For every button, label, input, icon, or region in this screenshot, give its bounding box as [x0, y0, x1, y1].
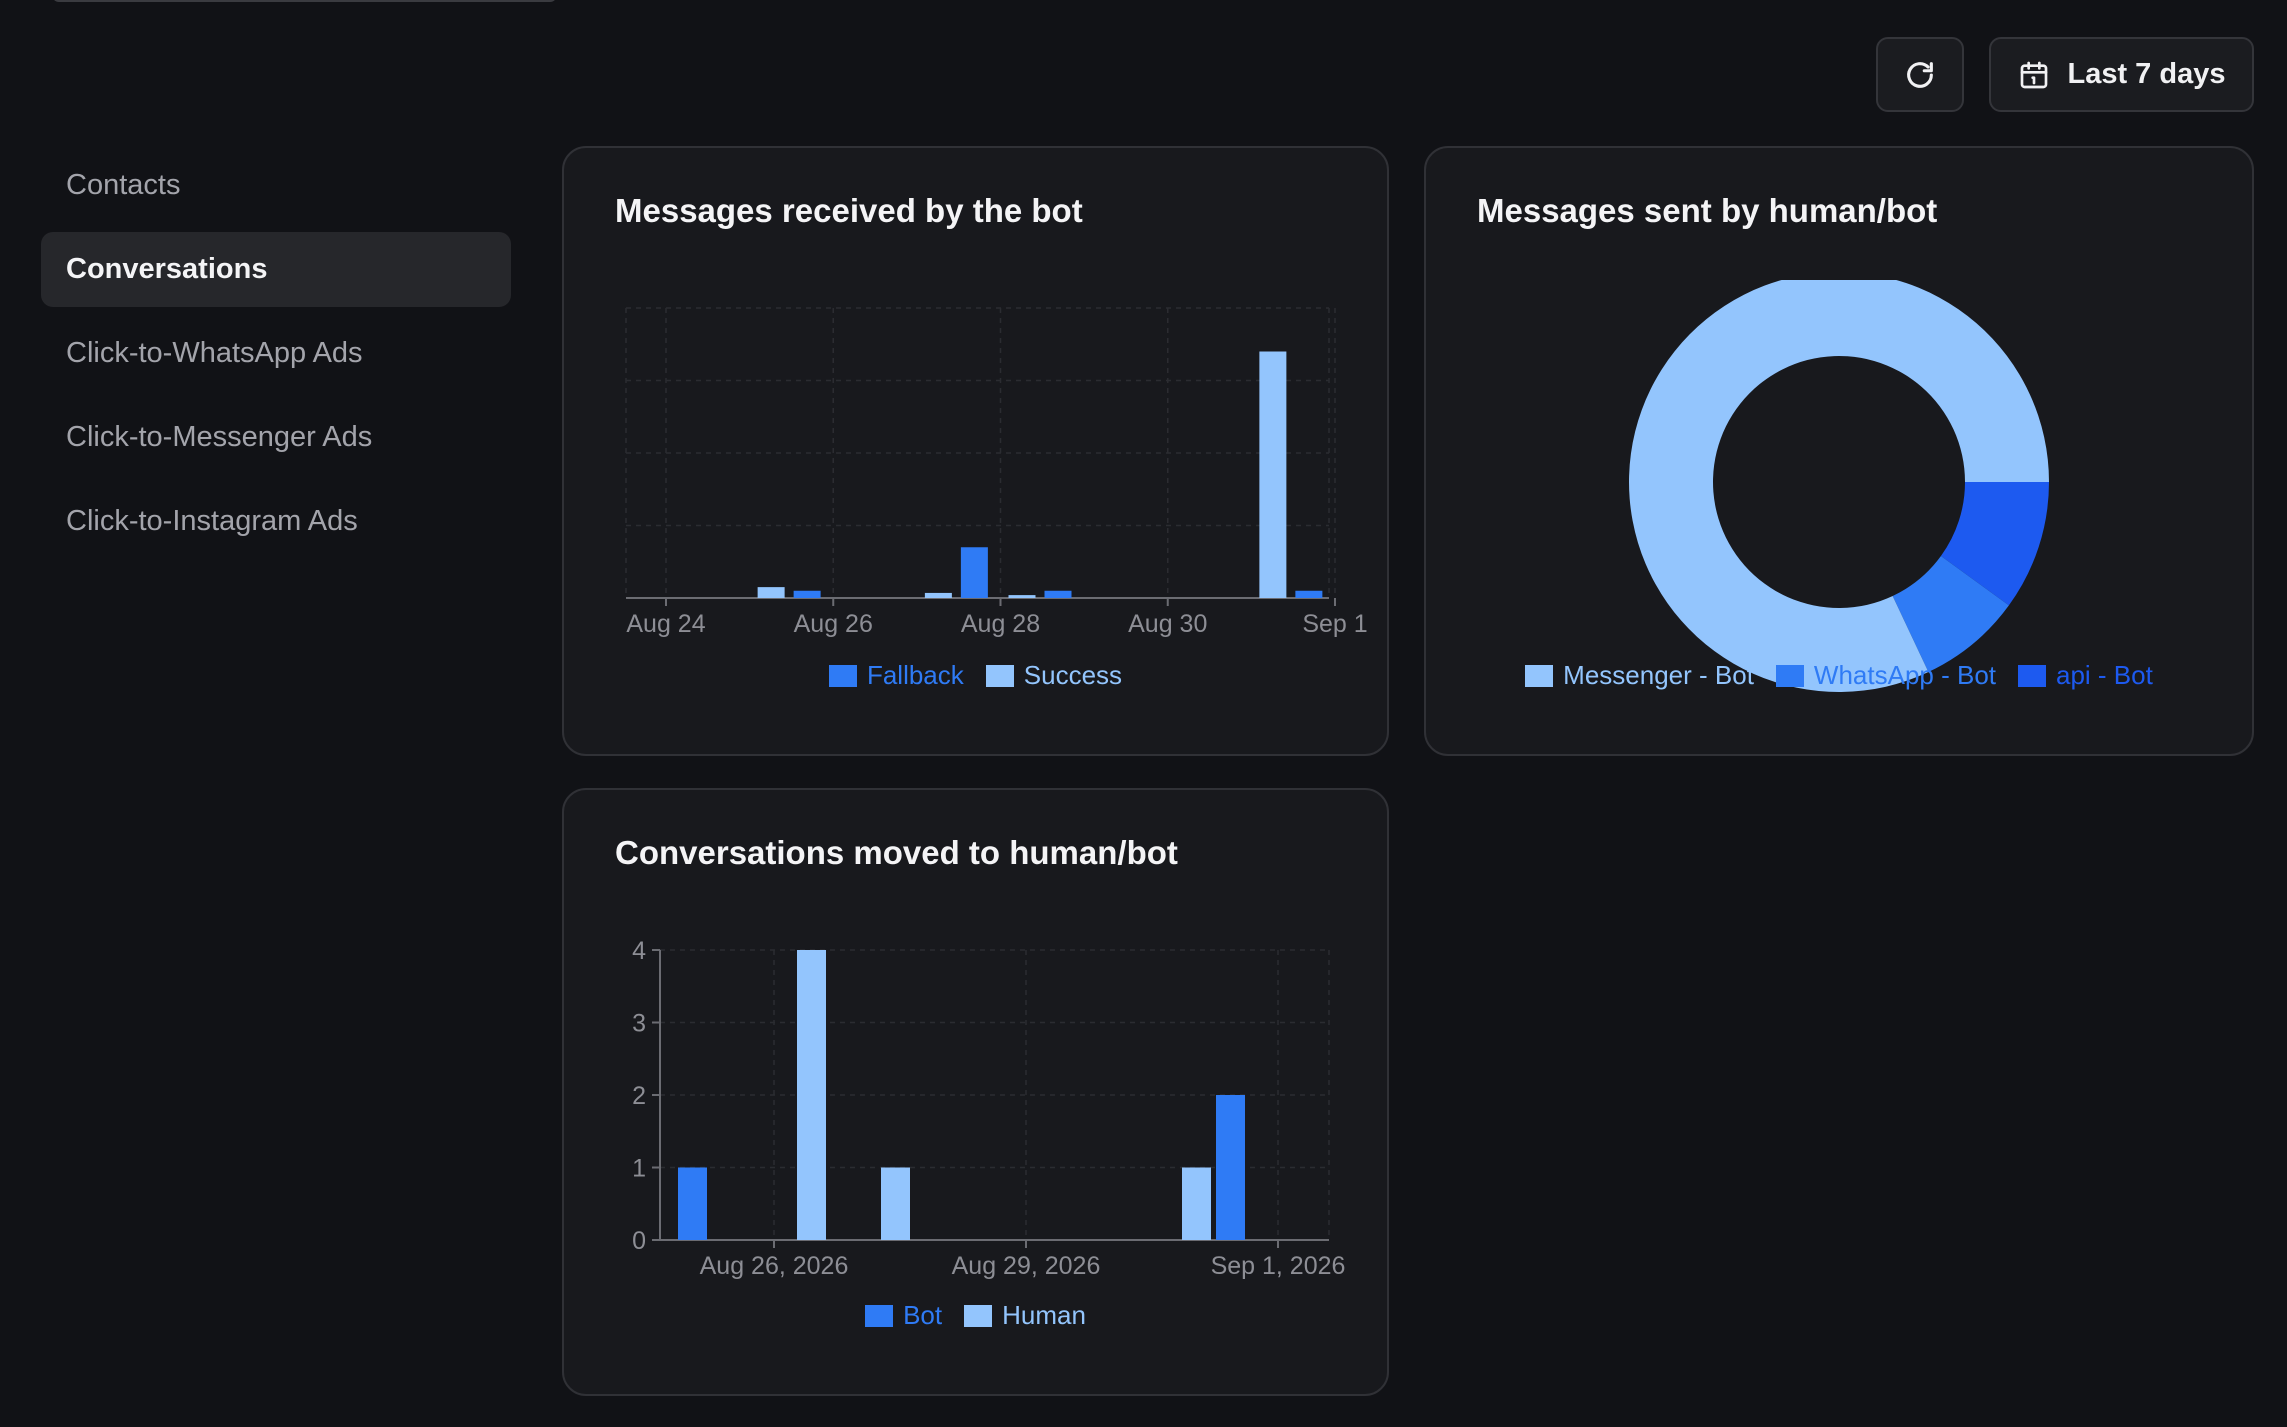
legend-item-fallback[interactable]: Fallback — [828, 660, 964, 691]
legend-swatch — [2018, 664, 2046, 687]
x-tick-label: Sep 1, 2026 — [1211, 1252, 1346, 1280]
x-tick-label: Aug 26 — [794, 610, 873, 638]
legend-label: api - Bot — [2056, 660, 2153, 690]
bar-human — [881, 1167, 910, 1240]
legend-item-messenger-bot[interactable]: Messenger - Bot — [1525, 660, 1754, 691]
messages-sent-donut-chart — [1624, 267, 2054, 692]
date-range-button[interactable]: Last 7 days — [1989, 37, 2254, 112]
top-search-field-edge[interactable] — [52, 0, 557, 2]
donut-slice-api-bot — [1940, 482, 2049, 606]
legend-item-bot[interactable]: Bot — [865, 1300, 942, 1331]
legend-swatch — [865, 1304, 894, 1327]
bar-success — [924, 592, 952, 598]
legend-swatch — [985, 664, 1014, 687]
sidebar-item-click-to-instagram-ads[interactable]: Click-to-Instagram Ads — [66, 505, 358, 537]
y-tick-label: 1 — [632, 1155, 646, 1183]
legend-label: Bot — [903, 1300, 943, 1330]
sidebar-item-click-to-messenger-ads[interactable]: Click-to-Messenger Ads — [66, 421, 373, 453]
x-tick-label: Aug 30 — [1128, 610, 1207, 638]
sidebar-item-click-to-whatsapp-ads[interactable]: Click-to-WhatsApp Ads — [66, 337, 363, 369]
conversations-moved-chart: 0 1 2 3 4 Aug 26, 2026 Aug 29, 2026 Sep 1, 2026 — [632, 937, 1346, 1280]
y-tick-label: 4 — [632, 937, 646, 965]
legend-swatch — [964, 1304, 993, 1327]
bar-success — [1008, 595, 1036, 598]
x-tick-label: Aug 28 — [961, 610, 1040, 638]
messages-sent-card: Messages sent by human/bot Messenger - B… — [1424, 146, 2254, 756]
legend-item-human[interactable]: Human — [964, 1300, 1086, 1331]
bar-fallback — [1295, 590, 1323, 598]
donut-clip-mask — [1624, 267, 2054, 280]
bar-human — [797, 950, 826, 1240]
sidebar-item-conversations[interactable]: Conversations — [41, 232, 511, 307]
messages-received-card: Messages received by the bot Aug 24 Aug 2… — [562, 146, 1389, 756]
calendar-icon — [2018, 59, 2050, 91]
chart-legend: Bot Human — [564, 1300, 1387, 1331]
bar-human — [1182, 1167, 1211, 1240]
legend-label: Human — [1002, 1300, 1086, 1330]
x-tick-label: Sep 1 — [1302, 610, 1367, 638]
legend-swatch — [828, 664, 857, 687]
bar-success — [1259, 351, 1287, 598]
bar-bot — [678, 1167, 707, 1240]
legend-label: Success — [1023, 660, 1123, 690]
donut-slice-messenger-bot — [1629, 272, 2049, 692]
legend-item-whatsapp-bot[interactable]: WhatsApp - Bot — [1775, 660, 1996, 691]
y-tick-label: 2 — [632, 1082, 646, 1110]
chart-title: Conversations moved to human/bot — [615, 834, 1178, 871]
legend-swatch — [1775, 664, 1804, 687]
x-tick-label: Aug 29, 2026 — [952, 1252, 1101, 1280]
legend-label: Messenger - Bot — [1563, 660, 1754, 690]
y-tick-label: 0 — [632, 1227, 646, 1255]
legend-item-api-bot[interactable]: api - Bot — [2018, 660, 2153, 691]
donut-slice-whatsapp-bot — [1892, 556, 2009, 673]
messages-received-chart: Aug 24 Aug 26 Aug 28 Aug 30 Sep 1 — [625, 307, 1368, 638]
legend-swatch — [1525, 664, 1554, 687]
chart-legend: Messenger - Bot WhatsApp - Bot api - Bot — [1426, 660, 2252, 691]
conversations-moved-card: Conversations moved to human/bot 0 1 2 3 4 Au… — [562, 788, 1389, 1396]
sidebar-item-contacts[interactable]: Contacts — [66, 169, 181, 201]
date-range-label: Last 7 days — [2067, 58, 2226, 90]
chart-title: Messages received by the bot — [615, 192, 1083, 229]
bar-bot — [1216, 1095, 1245, 1240]
bar-fallback — [1044, 590, 1072, 598]
y-tick-label: 3 — [632, 1010, 646, 1038]
bar-fallback — [960, 547, 988, 598]
bar-success — [757, 587, 785, 598]
chart-legend: Fallback Success — [564, 660, 1387, 691]
legend-item-success[interactable]: Success — [985, 660, 1123, 691]
legend-label: WhatsApp - Bot — [1813, 660, 1996, 690]
x-tick-label: Aug 24 — [626, 610, 705, 638]
refresh-button[interactable] — [1876, 37, 1964, 112]
chart-title: Messages sent by human/bot — [1477, 192, 1938, 229]
legend-label: Fallback — [866, 660, 964, 690]
bar-fallback — [793, 590, 821, 598]
x-tick-label: Aug 26, 2026 — [700, 1252, 849, 1280]
refresh-icon — [1903, 58, 1937, 92]
sidebar-nav: Contacts Conversations Click-to-WhatsApp… — [41, 148, 511, 568]
